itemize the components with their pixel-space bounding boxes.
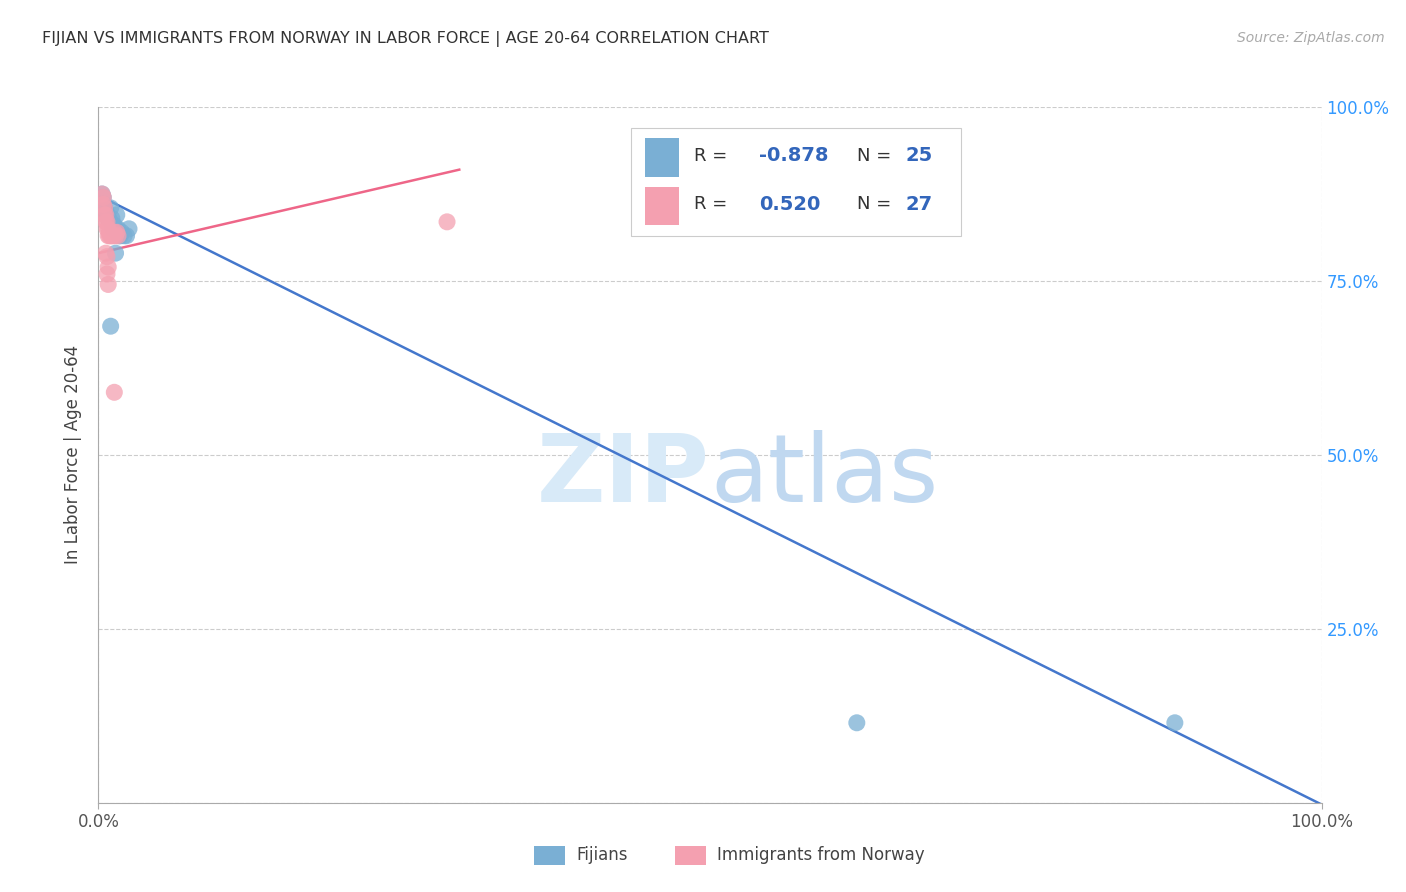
Point: [96, 222, 118, 236]
Point: [103, 385, 125, 400]
Point: [104, 246, 127, 260]
FancyBboxPatch shape: [645, 138, 679, 177]
Text: atlas: atlas: [710, 430, 938, 522]
Point: [101, 228, 124, 243]
Point: [845, 715, 868, 730]
Point: [112, 228, 135, 243]
Point: [91, 190, 114, 204]
Point: [103, 219, 125, 233]
Text: 25: 25: [905, 146, 934, 165]
Point: [91, 187, 114, 202]
Point: [98, 225, 121, 239]
Point: [101, 211, 124, 226]
Point: [91, 197, 114, 211]
Text: ZIP: ZIP: [537, 430, 710, 522]
Text: Immigrants from Norway: Immigrants from Norway: [717, 847, 925, 864]
Text: -0.878: -0.878: [759, 146, 828, 165]
Point: [111, 225, 134, 239]
Text: FIJIAN VS IMMIGRANTS FROM NORWAY IN LABOR FORCE | AGE 20-64 CORRELATION CHART: FIJIAN VS IMMIGRANTS FROM NORWAY IN LABO…: [42, 31, 769, 47]
Point: [96, 215, 118, 229]
Point: [105, 225, 128, 239]
Point: [100, 319, 122, 334]
Y-axis label: In Labor Force | Age 20-64: In Labor Force | Age 20-64: [65, 345, 83, 565]
Point: [100, 201, 122, 215]
Point: [96, 208, 118, 222]
Text: N =: N =: [856, 195, 897, 213]
Point: [104, 222, 127, 236]
Text: 0.520: 0.520: [759, 195, 820, 214]
Point: [107, 228, 129, 243]
FancyBboxPatch shape: [645, 187, 679, 226]
Text: R =: R =: [695, 147, 733, 165]
Point: [97, 260, 120, 274]
Point: [107, 222, 129, 236]
Point: [104, 228, 127, 243]
Text: 27: 27: [905, 195, 932, 214]
Point: [94, 204, 117, 219]
Point: [118, 222, 141, 236]
Point: [91, 197, 114, 211]
Point: [103, 225, 125, 239]
Point: [91, 187, 114, 202]
Point: [110, 228, 132, 243]
Point: [96, 250, 118, 264]
Text: R =: R =: [695, 195, 733, 213]
Point: [98, 212, 121, 227]
Text: N =: N =: [856, 147, 897, 165]
Point: [91, 190, 114, 204]
Point: [93, 201, 115, 215]
Point: [98, 228, 121, 243]
Point: [101, 222, 124, 236]
Point: [97, 277, 120, 292]
Text: Fijians: Fijians: [576, 847, 628, 864]
Point: [108, 228, 131, 243]
Point: [105, 208, 128, 222]
Point: [96, 267, 118, 281]
Point: [97, 228, 120, 243]
Point: [94, 246, 117, 260]
Point: [115, 228, 138, 243]
Point: [93, 201, 115, 215]
FancyBboxPatch shape: [630, 128, 960, 235]
Point: [93, 208, 115, 222]
Point: [94, 215, 117, 229]
Point: [101, 228, 124, 243]
Point: [94, 208, 117, 222]
Text: Source: ZipAtlas.com: Source: ZipAtlas.com: [1237, 31, 1385, 45]
Point: [436, 215, 458, 229]
Point: [1164, 715, 1187, 730]
Point: [100, 228, 122, 243]
Point: [97, 211, 120, 226]
Point: [97, 222, 120, 236]
